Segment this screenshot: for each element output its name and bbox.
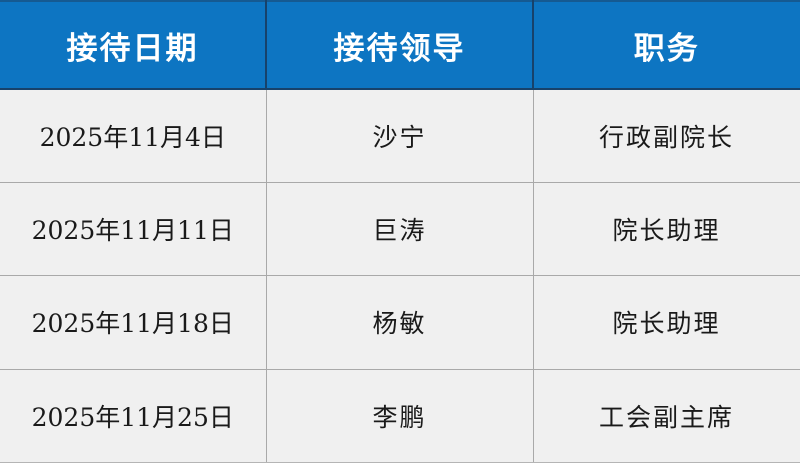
column-header-date: 接待日期 xyxy=(0,0,267,90)
cell-title: 院长助理 xyxy=(533,182,800,277)
table-row: 2025年11月4日 沙宁 行政副院长 xyxy=(0,89,800,183)
column-header-title: 职务 xyxy=(533,0,800,90)
cell-date: 2025年11月25日 xyxy=(0,369,267,463)
table-row: 2025年11月11日 巨涛 院长助理 xyxy=(0,182,800,277)
cell-title: 院长助理 xyxy=(533,275,800,370)
header-row: 接待日期 接待领导 职务 xyxy=(0,0,800,90)
cell-date: 2025年11月18日 xyxy=(0,275,267,370)
column-header-leader: 接待领导 xyxy=(266,0,534,90)
cell-leader: 巨涛 xyxy=(266,182,534,277)
cell-leader: 李鹏 xyxy=(266,369,534,463)
table-row: 2025年11月18日 杨敏 院长助理 xyxy=(0,275,800,370)
table-body: 2025年11月4日 沙宁 行政副院长 2025年11月11日 巨涛 院长助理 … xyxy=(0,89,800,463)
cell-title: 行政副院长 xyxy=(533,89,800,183)
cell-title: 工会副主席 xyxy=(533,369,800,463)
cell-date: 2025年11月11日 xyxy=(0,182,267,277)
cell-leader: 沙宁 xyxy=(266,89,534,183)
table-header: 接待日期 接待领导 职务 xyxy=(0,0,800,90)
cell-date: 2025年11月4日 xyxy=(0,89,267,183)
table-row: 2025年11月25日 李鹏 工会副主席 xyxy=(0,369,800,463)
cell-leader: 杨敏 xyxy=(266,275,534,370)
